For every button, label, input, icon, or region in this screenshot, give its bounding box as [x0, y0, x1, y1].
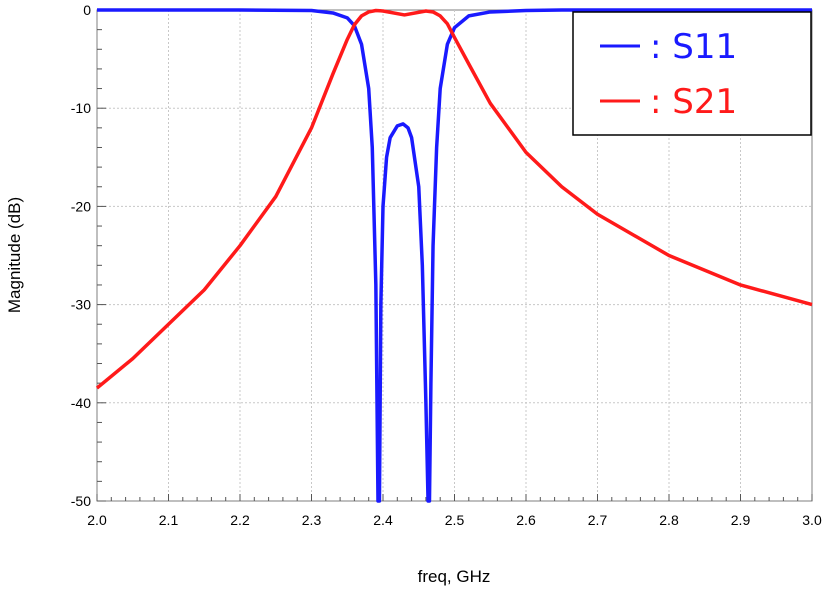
series-line-s11	[97, 8, 812, 503]
x-tick-label: 2.3	[302, 512, 322, 528]
x-tick-label: 2.0	[87, 512, 107, 528]
legend-label-s11: : S11	[650, 27, 737, 67]
x-tick-label: 2.4	[373, 512, 393, 528]
x-tick-label: 2.9	[731, 512, 751, 528]
y-tick-labels: 0 -10 -20 -30 -40 -50	[71, 2, 91, 509]
x-tick-label: 3.0	[802, 512, 822, 528]
y-tick-label: -20	[71, 198, 91, 214]
legend: : S11 : S21	[572, 11, 812, 136]
y-tick-label: -30	[71, 297, 91, 313]
legend-box	[572, 11, 812, 136]
x-tick-label: 2.2	[230, 512, 250, 528]
series-line-s21	[95, 8, 813, 390]
x-axis-title: freq, GHz	[418, 567, 491, 586]
y-tick-label: -40	[71, 395, 91, 411]
x-tick-label: 2.6	[516, 512, 536, 528]
x-tick-label: 2.7	[588, 512, 608, 528]
series-lines	[95, 8, 813, 503]
x-tick-label: 2.8	[659, 512, 679, 528]
y-tick-label: -50	[71, 493, 91, 509]
x-tick-label: 2.1	[159, 512, 179, 528]
minor-ticks	[96, 9, 813, 502]
legend-label-s21: : S21	[650, 82, 737, 122]
x-tick-label: 2.5	[445, 512, 465, 528]
y-tick-label: -10	[71, 100, 91, 116]
x-tick-labels: 2.0 2.1 2.2 2.3 2.4 2.5 2.6 2.7 2.8 2.9 3.0	[87, 512, 822, 528]
y-axis-title: Magnitude (dB)	[5, 197, 24, 313]
y-tick-label: 0	[83, 2, 91, 18]
